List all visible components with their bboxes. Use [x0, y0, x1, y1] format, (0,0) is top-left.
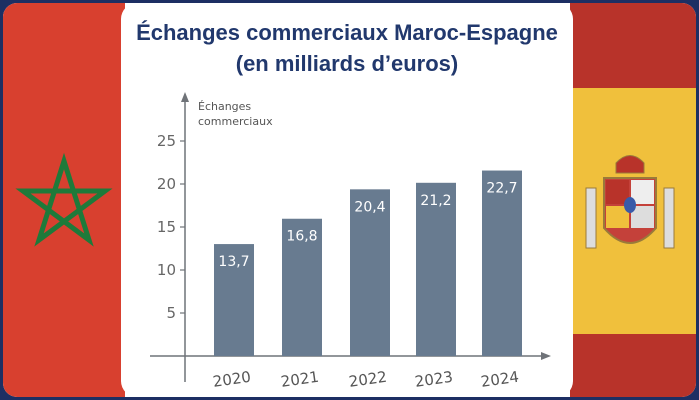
infographic-frame: Échanges commerciaux Maroc-Espagne (en m…: [3, 3, 696, 397]
y-tick-label: 5: [166, 304, 176, 322]
bar-chart: Échanges commerciaux 5 10 15 20 25 13,7 2020 16,8…: [150, 92, 551, 391]
x-tick-label: 2020: [212, 368, 252, 391]
y-tick-label: 25: [157, 132, 176, 150]
chart-title: Échanges commerciaux Maroc-Espagne (en m…: [121, 17, 573, 79]
bar-2024: [482, 170, 522, 356]
x-tick-label: 2024: [480, 368, 520, 391]
bar-2022: [350, 189, 390, 356]
y-tick-label: 10: [157, 261, 176, 279]
y-tick-label: 20: [157, 175, 176, 193]
morocco-flag-icon: [3, 3, 125, 397]
x-axis-arrow-icon: [541, 352, 551, 360]
title-line-2: (en milliards d’euros): [235, 51, 459, 76]
data-label: 16,8: [286, 229, 317, 245]
x-tick-label: 2021: [280, 368, 320, 391]
x-tick-label: 2023: [414, 368, 454, 391]
title-line-1: Échanges commerciaux Maroc-Espagne: [136, 20, 558, 45]
spain-flag-icon: [570, 3, 696, 397]
bar-2020: [214, 244, 254, 356]
data-label: 20,4: [354, 199, 385, 215]
y-axis-label: commerciaux: [198, 115, 273, 128]
coat-of-arms-icon: [585, 155, 675, 249]
pentagram-star-icon: [15, 152, 113, 247]
data-label: 13,7: [218, 254, 249, 270]
y-axis-label: Échanges: [198, 100, 251, 113]
data-label: 22,7: [486, 181, 517, 197]
bar-2021: [282, 218, 322, 356]
y-tick-label: 15: [157, 218, 176, 236]
x-tick-label: 2022: [348, 368, 388, 391]
bar-2023: [416, 182, 456, 356]
y-axis-arrow-icon: [181, 92, 189, 102]
data-label: 21,2: [420, 193, 451, 209]
